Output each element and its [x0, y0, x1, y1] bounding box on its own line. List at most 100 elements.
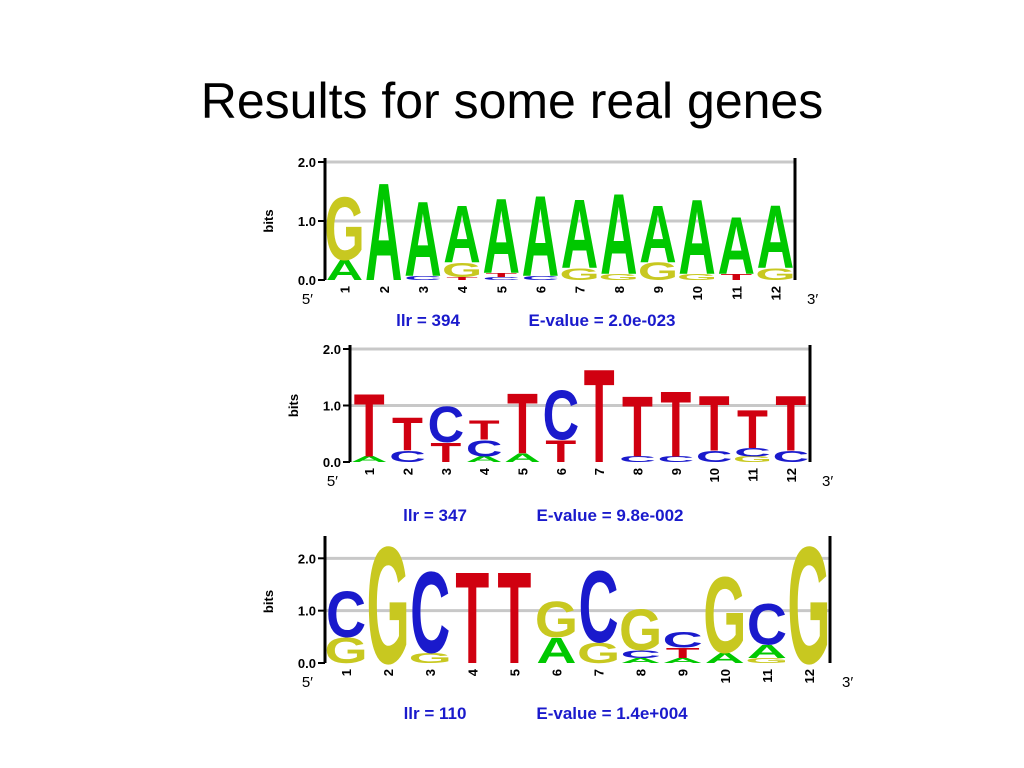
logo-letter: G [745, 657, 788, 665]
x-tick-label: 7 [592, 468, 607, 475]
logo-letter: A [705, 650, 745, 666]
x-tick-label: 6 [549, 669, 564, 676]
x-tick-label: 7 [592, 669, 607, 676]
logo-letter: G [755, 265, 795, 283]
logo-letter: T [660, 373, 691, 478]
logo-letter: C [389, 448, 426, 466]
logo-letter: A [483, 176, 520, 296]
y-tick-label: 2.0 [298, 551, 316, 566]
logo-letter: T [666, 645, 700, 661]
logo-letter: T [507, 375, 538, 471]
logo-letter: G [324, 630, 367, 670]
x-start-label: 5′ [302, 291, 313, 308]
x-tick-label: 10 [718, 669, 733, 683]
logo-letter: G [638, 258, 678, 286]
logo-letter: T [392, 409, 423, 461]
x-tick-label: 4 [465, 668, 480, 676]
x-tick-label: 5 [516, 468, 531, 475]
logo-letter: A [522, 171, 559, 300]
x-tick-label: 3 [416, 286, 431, 293]
x-tick-label: 1 [362, 468, 377, 475]
logo-letter: T [584, 343, 615, 491]
x-tick-label: 11 [746, 468, 761, 482]
logo-letter: T [354, 375, 385, 476]
logo-letter: A [639, 188, 676, 280]
logo-letter: T [720, 273, 752, 282]
logo-letter: C [543, 376, 580, 455]
logo-letter: G [599, 273, 639, 282]
logo-letter: T [455, 546, 489, 692]
logo-letter: A [504, 451, 541, 464]
slide-title: Results for some real genes [201, 73, 824, 129]
x-tick-label: 12 [784, 468, 799, 482]
x-tick-label: 2 [381, 669, 396, 676]
logo-letter: C [466, 435, 503, 461]
y-axis-label: bits [286, 394, 301, 417]
y-tick-label: 0.0 [298, 273, 316, 288]
logo-letter: A [365, 155, 402, 310]
logo-letter: T [699, 379, 730, 467]
x-tick-label: 1 [338, 286, 353, 293]
x-tick-label: 8 [631, 468, 646, 475]
logo-letter: A [718, 200, 755, 292]
annotation: E-value = 1.4e+004 [536, 704, 688, 723]
x-tick-label: 3 [423, 669, 438, 676]
logo-letter: A [600, 170, 637, 299]
logo-letter: A [443, 188, 480, 280]
logo-letter: C [663, 628, 703, 652]
logo-letter: C [773, 448, 810, 466]
x-tick-label: 6 [533, 286, 548, 293]
x-tick-label: 8 [634, 669, 649, 676]
x-end-label: 3′ [822, 473, 833, 490]
logo-letter: C [734, 446, 771, 459]
annotation: llr = 347 [403, 506, 467, 525]
logo-letter: C [619, 455, 656, 464]
x-tick-label: 7 [573, 286, 588, 293]
logo-letter: T [737, 399, 768, 460]
x-tick-label: 8 [612, 286, 627, 293]
x-tick-label: 9 [676, 669, 691, 676]
x-tick-label: 9 [669, 468, 684, 475]
logo-letter: T [446, 276, 478, 281]
logo-letter: C [326, 578, 366, 651]
logo-letter: C [404, 275, 441, 281]
logo-letter: C [696, 448, 733, 466]
logo-letter: A [466, 455, 503, 464]
logo-letter: A [757, 186, 794, 288]
x-end-label: 3′ [842, 674, 853, 691]
logo-letter: G [619, 599, 662, 663]
logo-letter: G [677, 273, 717, 282]
logo-letter: A [404, 179, 441, 299]
logo-letter: A [561, 179, 598, 289]
logo-letter: G [733, 455, 772, 464]
x-tick-label: 4 [477, 467, 492, 475]
y-tick-label: 0.0 [298, 656, 316, 671]
x-tick-label: 6 [554, 468, 569, 475]
logo-letter: A [351, 455, 388, 464]
logo-letter: T [430, 437, 461, 468]
logo-letter: T [775, 379, 806, 467]
x-tick-label: 1 [339, 669, 354, 676]
x-tick-label: 9 [651, 286, 666, 293]
logo-letter: A [747, 641, 787, 661]
logo-letter: A [536, 630, 576, 670]
x-tick-label: 5 [507, 669, 522, 676]
logo-letter: A [678, 177, 715, 297]
x-tick-label: 10 [690, 286, 705, 300]
logo-letter: T [622, 378, 653, 474]
x-tick-label: 11 [729, 286, 744, 300]
y-axis-label: bits [261, 590, 276, 613]
logo-letter: G [535, 592, 578, 648]
x-end-label: 3′ [807, 291, 818, 308]
logo-letter: G [367, 513, 410, 700]
logo-letter: G [409, 650, 452, 666]
logo-letter: C [483, 276, 520, 281]
x-tick-label: 12 [768, 286, 783, 300]
logo-letter: T [469, 414, 500, 445]
x-start-label: 5′ [302, 674, 313, 691]
x-tick-label: 11 [760, 669, 775, 683]
logo-letter: T [497, 546, 531, 692]
y-tick-label: 2.0 [323, 342, 341, 357]
logo-letter: C [522, 275, 559, 281]
logo-letter: G [703, 555, 746, 676]
